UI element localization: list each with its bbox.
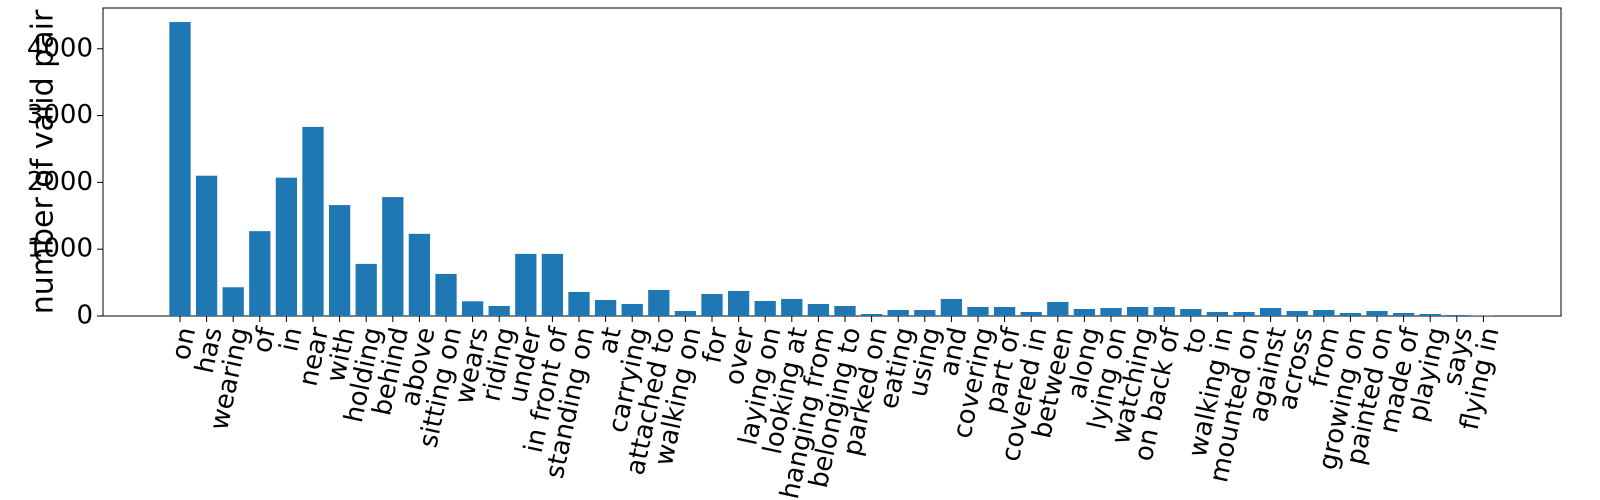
- y-tick-label: 3000: [27, 100, 93, 130]
- x-tick-label: to: [1178, 325, 1213, 357]
- bar: [1020, 311, 1042, 316]
- x-tick-label: on: [166, 325, 202, 363]
- bar: [621, 303, 643, 316]
- y-tick-label: 0: [76, 301, 93, 331]
- bar: [1180, 308, 1202, 316]
- bar: [754, 300, 776, 316]
- bar: [1286, 310, 1308, 316]
- bar: [887, 309, 909, 316]
- plot-frame: [102, 7, 1562, 317]
- bar: [408, 233, 431, 316]
- bar: [195, 175, 218, 316]
- bar: [382, 197, 404, 316]
- bar: [1126, 306, 1149, 316]
- bar: [1313, 309, 1335, 316]
- bar: [1446, 314, 1468, 316]
- bar: [222, 287, 244, 316]
- bar: [594, 299, 617, 316]
- bar: [781, 298, 803, 316]
- bar: [461, 301, 484, 316]
- bar: [993, 306, 1016, 316]
- y-tick-label: 4000: [27, 33, 93, 63]
- bar: [1233, 311, 1255, 316]
- bar: [302, 126, 324, 317]
- bar: [1259, 307, 1282, 316]
- bar: [1366, 310, 1388, 316]
- bar: [940, 298, 963, 316]
- bar: [1047, 301, 1069, 316]
- y-axis-label: number of valid pair: [26, 9, 61, 314]
- bar: [834, 305, 856, 316]
- y-tick-label: 2000: [27, 167, 93, 197]
- bar: [1073, 308, 1096, 316]
- bar: [568, 291, 590, 316]
- bar: [967, 306, 989, 316]
- bar: [1419, 313, 1441, 316]
- bar: [249, 231, 271, 316]
- bar: [807, 303, 830, 316]
- bar: [435, 273, 457, 316]
- bar: [1339, 312, 1362, 316]
- bar: [701, 293, 723, 316]
- bar: [1153, 306, 1175, 316]
- bar: [275, 177, 298, 316]
- x-tick-label: for: [697, 324, 734, 366]
- bar: [648, 289, 670, 316]
- x-tick-label: at: [593, 325, 628, 357]
- bar: [328, 205, 351, 316]
- bar: [1100, 307, 1122, 316]
- bar: [1206, 311, 1229, 316]
- bar: [914, 309, 936, 316]
- bar: [674, 310, 697, 316]
- y-tick-label: 1000: [27, 234, 93, 264]
- bar: [1392, 312, 1415, 316]
- bar: [515, 253, 537, 316]
- bar: [727, 290, 750, 316]
- bar: [541, 253, 564, 316]
- bar: [169, 22, 191, 317]
- bar: [860, 313, 883, 316]
- bar: [355, 263, 377, 316]
- bar: [488, 305, 510, 316]
